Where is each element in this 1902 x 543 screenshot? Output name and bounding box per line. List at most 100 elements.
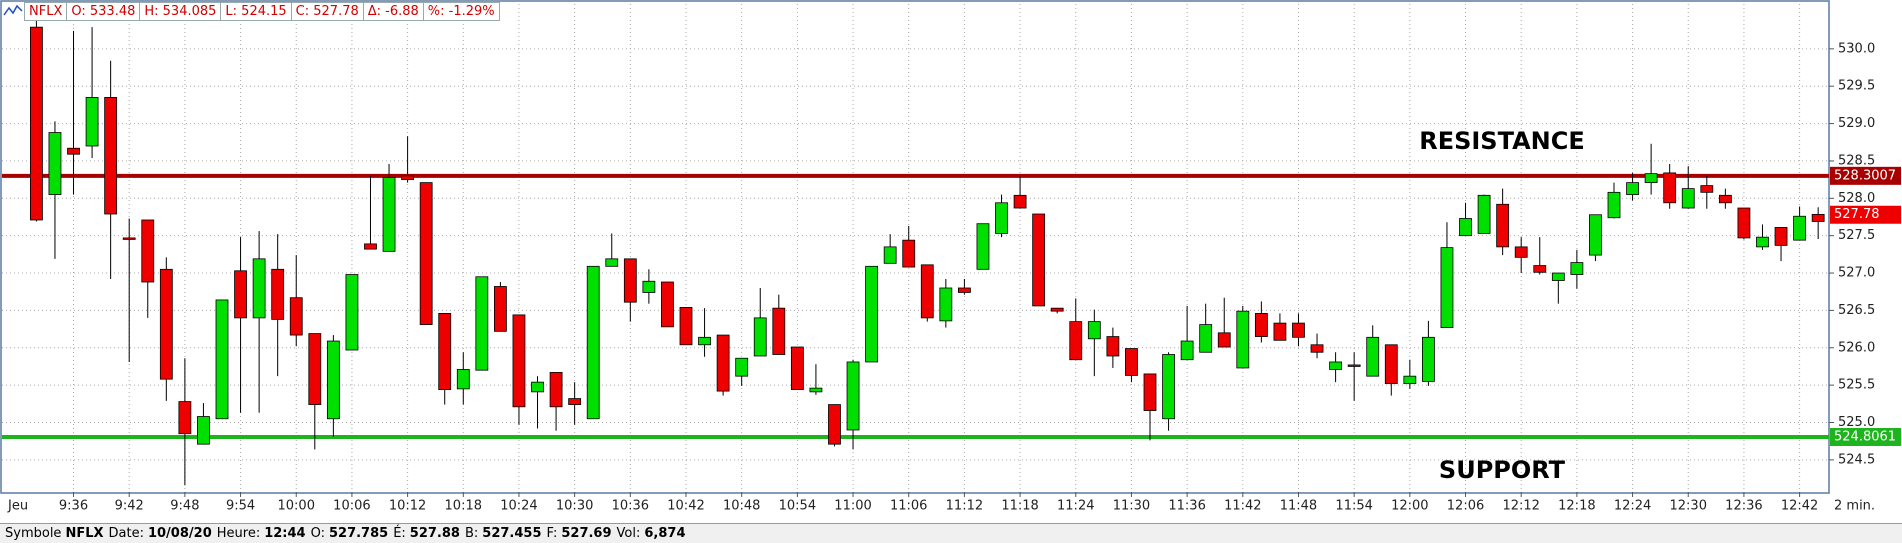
candle-body <box>605 258 619 267</box>
candle-body <box>67 147 80 155</box>
footer-value: 10/08/20 <box>147 526 212 541</box>
x-tick-label: 11:48 <box>1280 499 1317 514</box>
x-tick-label: 12:36 <box>1725 499 1762 514</box>
candle-body <box>1440 247 1454 328</box>
chart: 524.5 525.0 525.5 526.0 526.5 527.0 527.5 528.0… <box>0 0 1901 514</box>
candle-body <box>549 372 563 408</box>
candle-body <box>1700 185 1714 193</box>
candle-body <box>252 258 266 319</box>
candle-body <box>1459 218 1472 237</box>
x-tick-label: 11:42 <box>1224 499 1261 514</box>
candle-body <box>958 287 971 293</box>
candle-body <box>48 132 62 195</box>
header-field: Δ: -6.88 <box>362 2 424 21</box>
x-tick-label: 12:18 <box>1558 499 1595 514</box>
candle-body <box>475 276 489 371</box>
x-tick-label: 11:54 <box>1335 499 1372 514</box>
candle-body <box>419 182 433 326</box>
footer-value: NFLX <box>65 526 104 541</box>
x-tick-label: 11:24 <box>1057 499 1094 514</box>
candle-body <box>939 287 953 322</box>
footer-value: 527.455 <box>482 526 542 541</box>
icon <box>3 4 23 16</box>
candle-body <box>104 97 118 215</box>
level-tag <box>1830 427 1901 446</box>
footer-label: B: <box>464 526 479 541</box>
candle-body <box>1217 332 1231 348</box>
candle-body <box>1292 322 1305 338</box>
day-label: Jeu <box>7 499 28 514</box>
candle-body <box>438 312 452 391</box>
footer-label: É: <box>393 526 406 541</box>
footer-value: 527.69 <box>561 526 612 541</box>
candle-body <box>1143 373 1157 411</box>
candle-body <box>29 26 43 221</box>
candle-body <box>920 264 934 319</box>
x-tick-label: 11:12 <box>946 499 983 514</box>
candle-body <box>902 239 916 268</box>
candle-body <box>679 307 693 346</box>
x-tick-label: 12:12 <box>1502 499 1539 514</box>
y-tick-label: 525.0 <box>1838 415 1875 430</box>
footer-label: Heure: <box>216 526 261 541</box>
candle-body <box>1663 172 1677 204</box>
footer-value: 12:44 <box>264 526 306 541</box>
candle-body <box>1329 361 1342 370</box>
candle-body <box>642 280 656 293</box>
footer-value: 527.785 <box>328 526 389 541</box>
x-tick-label: 10:24 <box>500 499 537 514</box>
candle-body <box>846 361 860 431</box>
candle-body <box>772 307 786 355</box>
candle-body <box>1310 344 1324 353</box>
candle-body <box>141 219 155 283</box>
candle-body <box>586 265 600 420</box>
x-tick-label: 12:42 <box>1781 499 1818 514</box>
candle-body <box>661 281 674 328</box>
level-tag-label: 524.8061 <box>1834 429 1896 444</box>
x-tick-label: 10:36 <box>612 499 649 514</box>
candle-body <box>568 398 582 405</box>
x-tick-label: 9:36 <box>59 499 88 514</box>
x-tick-label: 10:30 <box>556 499 593 514</box>
candle-body <box>1180 340 1194 361</box>
candle-body <box>1125 348 1138 376</box>
candle-body <box>1069 321 1083 361</box>
header-field: H: 534.085 <box>139 2 222 21</box>
candle-body <box>401 175 415 181</box>
candle-body <box>1199 324 1213 353</box>
interval-label: 2 min. <box>1834 499 1875 514</box>
candle-body <box>493 286 507 332</box>
candle-body <box>1533 265 1547 273</box>
x-tick-label: 11:00 <box>834 499 871 514</box>
header-field: L: 524.15 <box>220 2 292 21</box>
candle-body <box>809 387 823 393</box>
candle-body <box>1477 194 1491 234</box>
footer-value: 6,874 <box>644 526 686 541</box>
candle-body <box>623 258 637 303</box>
candle-body <box>1106 336 1120 357</box>
candle-body <box>1422 336 1435 382</box>
header-field: %: -1.29% <box>422 2 500 21</box>
header-field: NFLX <box>24 2 68 21</box>
candle-body <box>1254 312 1268 337</box>
candle-body <box>1756 236 1769 248</box>
candle-body <box>828 404 841 445</box>
candle-body <box>883 246 897 264</box>
x-tick-label: 11:18 <box>1001 499 1038 514</box>
candle-body <box>159 268 173 380</box>
x-tick-label: 10:48 <box>723 499 760 514</box>
candle-body <box>382 176 396 252</box>
candle-body <box>1162 354 1175 420</box>
candle-body <box>197 416 210 445</box>
candle-body <box>1403 375 1417 385</box>
footer-label: F: <box>546 526 558 541</box>
candle-body <box>1811 213 1825 222</box>
candle-body <box>1570 262 1584 275</box>
footer-label: Date: <box>108 526 144 541</box>
candle-body <box>122 237 136 240</box>
y-tick-label: 526.5 <box>1838 303 1875 318</box>
x-tick-label: 10:18 <box>445 499 482 514</box>
y-tick-label: 530.0 <box>1838 41 1875 56</box>
x-tick-label: 9:48 <box>170 499 199 514</box>
x-tick-label: 10:00 <box>278 499 315 514</box>
